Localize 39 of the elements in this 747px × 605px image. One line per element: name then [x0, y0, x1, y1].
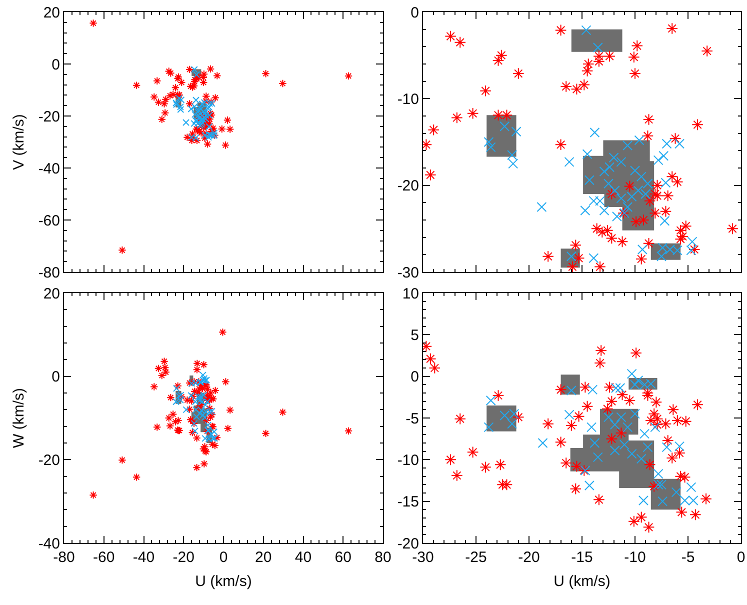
x-tick-label: 0: [736, 549, 746, 566]
x-tick-label: -20: [172, 549, 194, 566]
x-tick-label: 20: [255, 549, 272, 566]
x-tick-label: -20: [518, 549, 540, 566]
y-axis-title: V (km/s): [10, 114, 28, 170]
x-tick-label: -10: [624, 549, 646, 566]
x-tick-label: -40: [132, 549, 155, 566]
y-tick-label: 10: [402, 285, 419, 302]
x-tick-label: 40: [294, 549, 312, 566]
y-tick-label: 0: [410, 4, 419, 22]
y-tick-label: -30: [397, 264, 419, 282]
x-tick-label: 60: [334, 549, 352, 566]
y-tick-label: 0: [410, 368, 419, 386]
y-tick-label: -40: [38, 160, 60, 178]
y-tick-label: -40: [38, 535, 60, 552]
y-tick-label: 5: [410, 326, 419, 344]
y-tick-label: -20: [397, 535, 419, 552]
y-tick-label: 20: [43, 285, 60, 302]
x-axis-title: U (km/s): [554, 573, 610, 590]
x-axis-title: U (km/s): [195, 573, 252, 590]
y-tick-label: -10: [397, 90, 419, 108]
x-tick-label: 0: [219, 549, 228, 566]
y-tick-label: 0: [52, 368, 60, 386]
y-tick-label: 20: [43, 4, 60, 22]
y-axis-title: W (km/s): [10, 388, 28, 448]
y-tick-label: -20: [38, 452, 60, 469]
y-tick-label: -5: [406, 410, 419, 428]
x-tick-label: 80: [374, 549, 392, 566]
y-tick-label: -15: [397, 494, 419, 511]
y-tick-label: -20: [397, 178, 419, 195]
y-tick-label: 0: [52, 56, 60, 74]
y-tick-label: -20: [38, 108, 60, 126]
y-tick-label: -60: [38, 212, 60, 230]
x-tick-label: -25: [465, 549, 487, 566]
x-tick-label: -5: [681, 549, 695, 566]
x-tick-label: -60: [93, 549, 115, 566]
y-tick-label: -10: [397, 452, 419, 469]
x-tick-label: -15: [571, 549, 593, 566]
y-tick-label: -80: [38, 264, 60, 282]
